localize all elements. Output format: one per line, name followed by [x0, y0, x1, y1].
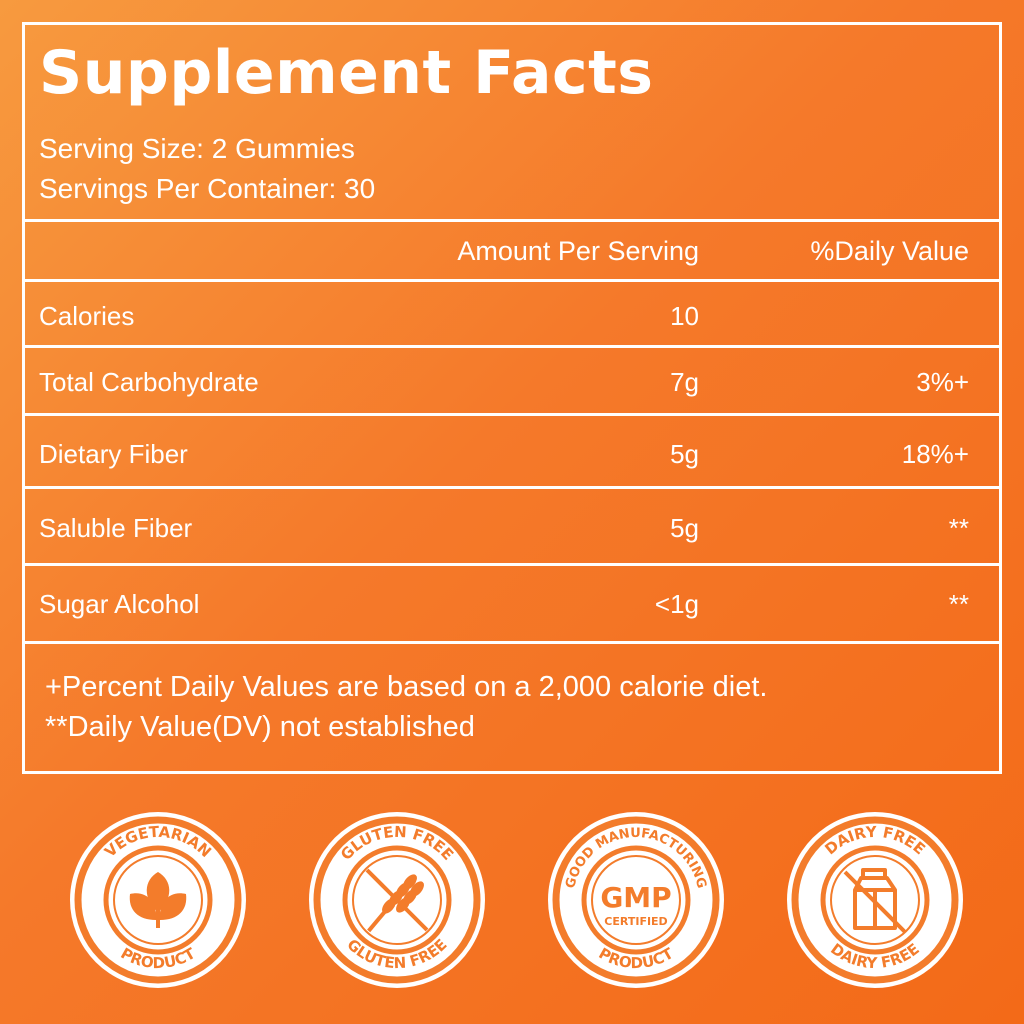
footnote: +Percent Daily Values are based on a 2,0… [45, 671, 768, 703]
row-daily-value: ** [948, 589, 969, 619]
milk-carton-crossed-icon [843, 868, 907, 934]
wheat-crossed-icon [365, 868, 429, 933]
row-daily-value: ** [948, 513, 969, 543]
divider [25, 413, 999, 416]
row-amount: 5g [670, 513, 699, 543]
row-amount: 5g [670, 439, 699, 469]
badge-vegetarian: VEGETARIAN PRODUCT [68, 810, 248, 990]
row-amount: <1g [654, 589, 699, 619]
gmp-icon: GMP CERTIFIED [600, 881, 671, 928]
servings-per-container: Servings Per Container: 30 [39, 173, 376, 204]
divider [25, 345, 999, 348]
certification-badges: VEGETARIAN PRODUCT GLUTEN [0, 810, 1024, 1000]
row-amount: 7g [670, 367, 699, 397]
divider [25, 219, 999, 222]
row-name: Total Carbohydrate [39, 367, 259, 397]
divider [25, 486, 999, 489]
row-name: Saluble Fiber [39, 513, 193, 543]
row-name: Sugar Alcohol [39, 589, 200, 619]
footnote: **Daily Value(DV) not established [45, 711, 475, 743]
page-title: Supplement Facts [39, 38, 654, 108]
row-amount: 10 [670, 301, 699, 331]
badge-gluten-free: GLUTEN FREE GLUTEN FREE [307, 810, 487, 990]
gmp-sub-text: CERTIFIED [604, 915, 667, 928]
divider [25, 641, 999, 644]
badge-dairy-free: DAIRY FREE DAIRY FREE [785, 810, 965, 990]
header-daily-value: %Daily Value [810, 236, 969, 266]
row-daily-value: 3%+ [916, 367, 969, 397]
row-name: Calories [39, 301, 135, 331]
serving-size: Serving Size: 2 Gummies [39, 133, 355, 164]
row-daily-value: 18%+ [901, 439, 969, 469]
gmp-main-text: GMP [600, 881, 671, 914]
divider [25, 563, 999, 566]
badge-gmp: GOOD MANUFACTURING PRODUCT GMP CERTIFIED [546, 810, 726, 990]
row-name: Dietary Fiber [39, 439, 188, 469]
leaves-icon [129, 872, 187, 928]
supplement-facts-panel: Supplement Facts Serving Size: 2 Gummies… [22, 22, 1002, 774]
divider [25, 279, 999, 282]
header-amount: Amount Per Serving [457, 236, 699, 266]
